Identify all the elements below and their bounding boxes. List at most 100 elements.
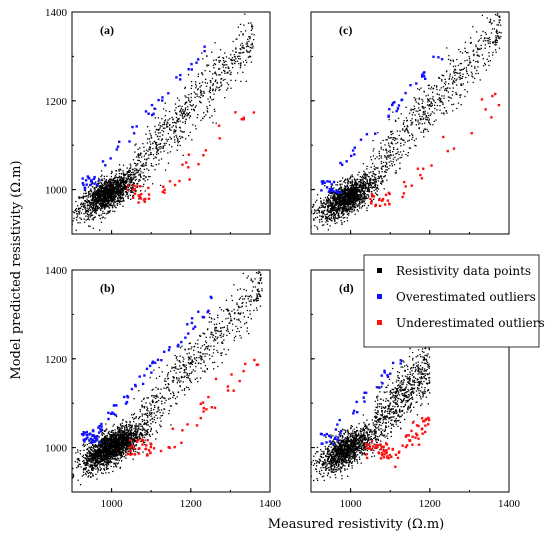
- data-point: [357, 199, 359, 201]
- data-point: [113, 182, 115, 184]
- data-point: [101, 198, 103, 201]
- data-point: [99, 455, 101, 457]
- data-point: [355, 193, 357, 195]
- data-point: [134, 176, 136, 178]
- data-point: [472, 50, 474, 53]
- data-point: [347, 209, 350, 212]
- data-point: [107, 193, 110, 195]
- data-point: [74, 209, 76, 212]
- data-point: [95, 198, 97, 201]
- data-point: [116, 190, 118, 192]
- data-point: [466, 52, 468, 54]
- data-point: [349, 193, 351, 196]
- data-point: [223, 64, 225, 66]
- data-point: [343, 210, 345, 212]
- data-point: [187, 74, 190, 76]
- data-point: [358, 200, 360, 202]
- data-point: [218, 68, 220, 70]
- underestimated-point: [452, 147, 456, 150]
- data-point: [215, 86, 218, 88]
- data-point: [103, 199, 106, 201]
- data-point: [73, 217, 75, 219]
- data-point: [340, 180, 342, 182]
- data-point: [88, 191, 90, 193]
- data-point: [321, 221, 323, 223]
- data-point: [431, 98, 433, 100]
- data-point: [95, 181, 97, 183]
- data-point: [74, 461, 76, 463]
- data-point: [339, 216, 341, 218]
- data-point: [342, 196, 345, 198]
- data-point: [78, 207, 80, 209]
- data-point: [421, 106, 423, 108]
- data-point: [199, 101, 201, 104]
- data-point: [494, 39, 497, 41]
- data-point: [119, 203, 121, 205]
- data-point: [250, 22, 252, 24]
- data-point: [132, 195, 134, 197]
- data-point: [371, 187, 373, 189]
- data-point: [407, 125, 409, 128]
- data-point: [152, 183, 154, 185]
- data-point: [252, 25, 254, 28]
- underestimated-point: [386, 199, 390, 202]
- data-point: [154, 141, 156, 143]
- data-point: [495, 39, 498, 41]
- data-point: [492, 42, 494, 44]
- data-point: [430, 105, 432, 107]
- data-point: [137, 156, 139, 158]
- data-point: [120, 192, 122, 195]
- data-point: [480, 47, 482, 49]
- data-point: [489, 42, 491, 45]
- data-point: [459, 74, 462, 77]
- data-point: [244, 13, 246, 15]
- data-point: [445, 71, 448, 73]
- data-point: [106, 437, 108, 439]
- data-point: [454, 74, 456, 76]
- data-point: [348, 194, 350, 196]
- overestimated-point: [395, 109, 398, 113]
- data-point: [392, 137, 394, 139]
- data-point: [203, 112, 205, 114]
- data-point: [124, 185, 126, 187]
- underestimated-point: [131, 196, 135, 199]
- data-point: [110, 182, 112, 185]
- data-point: [318, 212, 320, 214]
- data-point: [214, 72, 216, 74]
- data-point: [145, 164, 147, 166]
- data-point: [352, 192, 354, 195]
- data-point: [349, 204, 351, 206]
- data-point: [381, 179, 384, 182]
- data-point: [392, 147, 395, 149]
- data-point: [84, 203, 86, 205]
- data-point: [111, 434, 113, 437]
- data-point: [206, 107, 209, 110]
- data-point: [159, 125, 162, 127]
- data-point: [332, 209, 334, 211]
- underestimated-point: [138, 195, 142, 199]
- data-point: [117, 180, 120, 182]
- data-point: [487, 40, 490, 42]
- data-point: [129, 167, 131, 170]
- data-point: [483, 37, 486, 40]
- data-point: [462, 75, 464, 78]
- data-point: [321, 210, 323, 212]
- data-point: [199, 100, 201, 102]
- data-point: [339, 201, 341, 204]
- data-point: [412, 136, 414, 138]
- data-point: [224, 72, 226, 74]
- data-point: [344, 208, 346, 210]
- underestimated-point: [139, 197, 142, 200]
- data-point: [155, 108, 157, 110]
- data-point: [242, 52, 244, 54]
- data-point: [108, 210, 110, 212]
- data-point: [494, 44, 496, 46]
- data-point: [178, 117, 180, 120]
- data-point: [411, 123, 413, 125]
- data-point: [362, 187, 365, 189]
- data-point: [116, 427, 119, 429]
- data-point: [118, 164, 121, 166]
- data-point: [95, 197, 97, 199]
- data-point: [181, 105, 183, 108]
- data-point: [184, 116, 186, 118]
